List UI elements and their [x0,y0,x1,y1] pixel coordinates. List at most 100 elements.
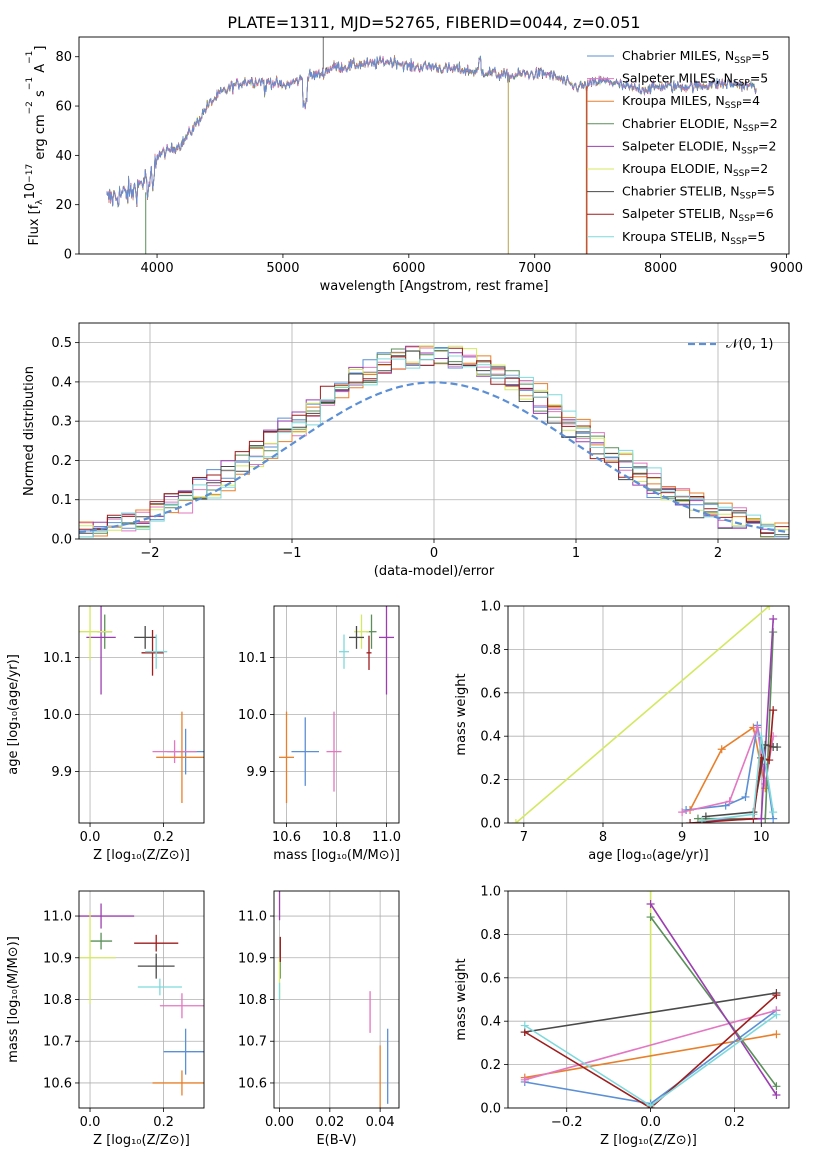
weight_vs_age-series-marker [753,723,762,732]
weight_vs_Z-series-marker [520,1075,529,1084]
residual-histogram [79,348,789,538]
legend-label-sub: SSP [733,169,750,179]
weight_vs_Z-xtick-label: −0.2 [551,1115,583,1130]
weight_vs_age-series-marker [757,732,766,741]
mass_vs_Z-frame [78,890,205,1109]
weight_vs_Z-series-marker [520,1021,529,1030]
weight_vs_age-series-marker [765,756,774,765]
age_vs_mass-errorbar [339,634,349,669]
age_vs_mass-errorbar [366,635,372,670]
spectrum-xtick-label: 8000 [644,261,677,276]
mass_vs_Z-xlabel: Z [log₁₀(Z/Z⊙)] [93,1133,190,1148]
spectrum-legend-label: Kroupa STELIB, NSSP=5 [622,229,766,247]
spectrum-xtick-label: 5000 [266,261,299,276]
mass_vs_ebv-xtick-label: 0.00 [265,1115,294,1130]
age_vs_mass-errorbar [291,717,319,786]
age_vs_Z-errorbar [86,606,116,695]
weight_vs_Z-series-line [524,994,777,1108]
residuals-xtick-label: −1 [282,546,301,561]
mass_vs_ebv-ytick-label: 11.0 [238,910,267,925]
age_vs_Z-errorbar [79,606,113,661]
weight_vs_age-series-marker [686,819,695,823]
legend-label-text: Kroupa MILES, N [622,93,725,108]
age_vs_Z-errorbar [141,629,164,676]
spectrum-ylabel-part: 10 [23,183,38,200]
weight_vs_age-series-marker [769,615,778,624]
weight_vs_Z-ytick-label: 1.0 [480,885,501,900]
weight_vs_age-xtick-label: 9 [678,830,686,845]
legend-label-text: Kroupa ELODIE, N [622,161,733,176]
residuals-frame [78,322,790,540]
weight_vs_age-ytick-label: 0.8 [480,643,501,658]
age_vs_Z-ytick-label: 10.1 [43,651,72,666]
spectrum-ytick-label: 40 [55,149,72,164]
weight_vs_age-series-marker [511,819,520,823]
age_vs_Z-ytick-label: 9.9 [51,765,72,780]
weight_vs_age-frame [507,605,790,824]
weight_vs_Z-series-marker [646,1101,655,1108]
weight_vs_age-series-line [689,726,767,811]
mass_vs_Z-xtick-label: 0.2 [153,1115,174,1130]
residuals-plot-area [79,323,789,539]
residuals-ytick-label: 0.5 [51,336,72,351]
mass_vs_ebv-ytick-label: 10.7 [238,1035,267,1050]
weight_vs_Z-series-line [524,992,777,1033]
residuals-xlabel: (data-model)/error [374,564,495,579]
mass_vs_ebv-ytick-label: 10.9 [238,951,267,966]
mass_vs_Z-errorbar [137,978,182,996]
spectrum-xtick-label: 4000 [141,261,174,276]
weight_vs_Z-plot-area [508,891,789,1108]
age_vs_Z-errorbar [156,711,204,804]
figure-title: PLATE=1311, MJD=52765, FIBERID=0044, z=0… [227,13,640,32]
legend-label-text: Salpeter ELODIE, N [622,138,741,153]
weight_vs_Z-ytick-label: 0.6 [480,971,501,986]
spectrum-ylabel: Flux [fλ10−17 erg cm−2 s−1 A−1] [23,46,48,246]
spectrum-ylabel-part: Flux [f [27,204,42,245]
weight_vs_age-series-marker [678,808,687,817]
weight_vs_age-series-marker [725,797,734,806]
spectrum-ylabel-part: −2 [25,101,35,114]
age_vs_mass-ytick-label: 10.1 [238,651,267,666]
weight_vs_Z-series-marker [772,991,781,1000]
spectrum-xtick-label: 7000 [518,261,551,276]
weight_vs_age-ylabel: mass weight [454,673,469,755]
weight_vs_Z-ytick-label: 0.8 [480,928,501,943]
weight_vs_age-xtick-label: 10 [753,830,770,845]
spectrum-ylabel-part: erg cm [33,114,48,163]
age_vs_mass-ytick-label: 10.0 [238,708,267,723]
age_vs_mass-xtick-label: 10.6 [272,830,301,845]
spectrum-ylabel-part: −1 [25,51,35,64]
legend-label-sub: SSP [740,192,757,202]
residuals-xtick-label: 2 [714,546,722,561]
legend-label-sub: SSP [733,79,750,89]
legend-label-sub: SSP [730,237,747,247]
mass_vs_Z-panel: 0.0 0.2 10.6 10.7 10.8 10.9 11.0 Z [log₁₀(Z/Z⊙)… [6,890,205,1148]
spectrum-ylabel-part: A [33,64,48,77]
weight_vs_age-plot-area [508,606,789,823]
spectrum-legend-label: Kroupa ELODIE, NSSP=2 [622,161,768,179]
age_vs_mass-errorbar [349,625,364,649]
spectrum-plot-area [106,37,757,254]
weight_vs_Z-series-line [649,916,778,1087]
spectrum-xlabel: wavelength [Angstrom, rest frame] [320,279,549,294]
weight_vs_age-series-marker [717,745,726,754]
weight_vs_age-ytick-label: 0.6 [480,686,501,701]
weight_vs_age-series-line [701,736,774,822]
age_vs_Z-frame [78,605,205,824]
legend-label-suffix: =5 [750,71,768,86]
spectrum-ylabel-part: ] [33,46,48,51]
legend-label-text: Salpeter STELIB, N [622,206,738,221]
weight_vs_age-xlabel: age [log₁₀(age/yr)] [588,848,709,863]
legend-label-suffix: =4 [742,93,760,108]
weight_vs_age-series-marker [769,808,778,817]
residuals-xtick-label: −2 [140,546,159,561]
spectrum-model-line [106,55,757,208]
residuals-ytick-label: 0.0 [51,533,72,548]
age_vs_Z-errorbar [145,634,168,669]
weight_vs_Z-series-line [524,1009,777,1081]
legend-label-suffix: =2 [750,161,768,176]
mass_vs_Z-errorbar [134,934,179,952]
mass_vs_Z-plot-area [79,891,204,1108]
weight_vs_Z-xtick-label: 0.0 [640,1115,661,1130]
